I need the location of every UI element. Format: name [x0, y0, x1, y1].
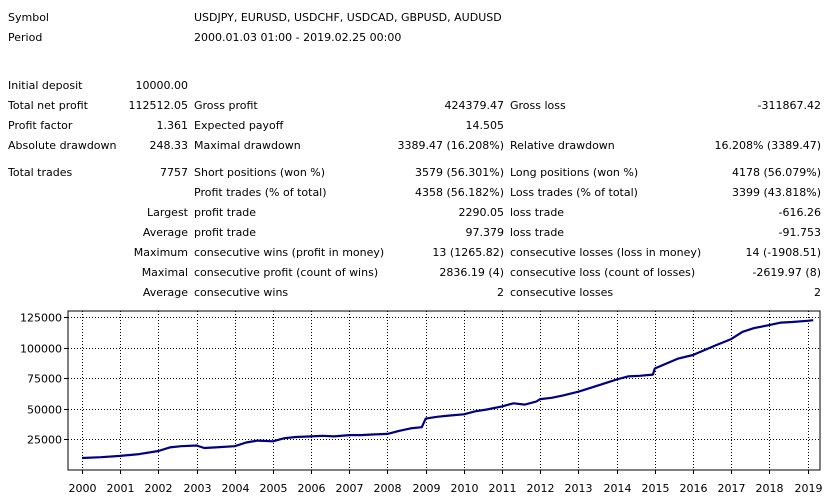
maximal-consec-loss-value: -2619.97 (8) [752, 266, 821, 279]
maximal-consec-profit-value: 2836.19 (4) [439, 266, 504, 279]
relative-drawdown-value: 16.208% (3389.47) [714, 139, 821, 152]
profit-factor-value: 1.361 [156, 119, 189, 132]
maximal-drawdown-value: 3389.47 (16.208%) [397, 139, 504, 152]
y-tick-label: 125000 [20, 312, 62, 325]
y-axis-ticks: 25000 50000 75000 100000 125000 [20, 312, 68, 447]
maximal-drawdown-label: Maximal drawdown [194, 139, 301, 152]
x-tick-label: 2015 [642, 482, 670, 495]
y-tick-label: 50000 [27, 404, 62, 417]
x-tick-label: 2006 [298, 482, 326, 495]
gross-profit-label: Gross profit [194, 99, 258, 112]
relative-drawdown-label: Relative drawdown [510, 139, 615, 152]
y-tick-label: 75000 [27, 373, 62, 386]
x-tick-label: 2014 [604, 482, 632, 495]
expected-payoff-label: Expected payoff [194, 119, 284, 132]
balance-chart: 25000 50000 75000 100000 125000 2000 2001 2002… [20, 310, 823, 495]
maximal-label: Maximal [141, 266, 188, 279]
x-axis-ticks: 2000 2001 2002 2003 2004 2005 2006 2007 2008 2009… [69, 470, 823, 495]
x-tick-label: 2001 [107, 482, 135, 495]
long-positions-value: 4178 (56.079%) [731, 166, 821, 179]
x-tick-label: 2012 [527, 482, 555, 495]
x-tick-label: 2010 [451, 482, 479, 495]
symbol-value: USDJPY, EURUSD, USDCHF, USDCAD, GBPUSD, … [194, 11, 502, 24]
max-consec-wins-value: 13 (1265.82) [432, 246, 504, 259]
x-tick-label: 2017 [718, 482, 746, 495]
balance-line [81, 319, 814, 460]
gross-loss-value: -311867.42 [757, 99, 821, 112]
average-profit-value: 97.379 [465, 226, 505, 239]
chart-grid [68, 311, 820, 470]
symbol-label: Symbol [8, 11, 49, 24]
absolute-drawdown-value: 248.33 [149, 139, 189, 152]
avg-consec-wins-value: 2 [497, 286, 504, 299]
x-tick-label: 2005 [260, 482, 288, 495]
total-net-profit-value: 112512.05 [128, 99, 189, 112]
total-net-profit-label: Total net profit [8, 99, 88, 112]
max-consec-losses-value: 14 (-1908.51) [745, 246, 821, 259]
y-tick-label: 100000 [20, 343, 62, 356]
x-tick-label: 2004 [222, 482, 250, 495]
x-tick-label: 2011 [489, 482, 517, 495]
largest-label: Largest [147, 206, 188, 219]
profit-trades-value: 4358 (56.182%) [414, 186, 504, 199]
initial-deposit-value: 10000.00 [135, 79, 189, 92]
gross-loss-label: Gross loss [510, 99, 566, 112]
gross-profit-value: 424379.47 [444, 99, 505, 112]
x-tick-label: 2013 [565, 482, 593, 495]
largest-loss-value: -616.26 [778, 206, 821, 219]
loss-trades-label: Loss trades (% of total) [510, 186, 638, 199]
max-consec-losses-label: consecutive losses (loss in money) [510, 246, 702, 259]
x-tick-label: 2019 [795, 482, 823, 495]
long-positions-label: Long positions (won %) [510, 166, 639, 179]
initial-deposit-label: Initial deposit [8, 79, 83, 92]
x-tick-label: 2008 [374, 482, 402, 495]
total-trades-value: 7757 [160, 166, 188, 179]
average-loss-value: -91.753 [778, 226, 821, 239]
avg-consec-losses-value: 2 [814, 286, 821, 299]
x-tick-label: 2000 [69, 482, 97, 495]
x-tick-label: 2009 [413, 482, 441, 495]
profit-factor-label: Profit factor [8, 119, 73, 132]
x-tick-label: 2016 [680, 482, 708, 495]
period-label: Period [8, 31, 43, 44]
period-value: 2000.01.03 01:00 - 2019.02.25 00:00 [194, 31, 402, 44]
maximum-label: Maximum [133, 246, 188, 259]
maximal-consec-profit-label: consecutive profit (count of wins) [194, 266, 379, 279]
loss-trades-value: 3399 (43.818%) [731, 186, 821, 199]
avg-consec-losses-label: consecutive losses [510, 286, 614, 299]
plot-frame [67, 310, 821, 471]
profit-trades-label: Profit trades (% of total) [194, 186, 327, 199]
average-profit-label: profit trade [194, 226, 257, 239]
x-tick-label: 2018 [756, 482, 784, 495]
x-tick-label: 2002 [145, 482, 173, 495]
average-consec-label: Average [142, 286, 188, 299]
average-label: Average [142, 226, 188, 239]
largest-loss-label: loss trade [510, 206, 565, 219]
average-loss-label: loss trade [510, 226, 565, 239]
y-tick-label: 25000 [27, 434, 62, 447]
maximal-consec-loss-label: consecutive loss (count of losses) [510, 266, 696, 279]
max-consec-wins-label: consecutive wins (profit in money) [194, 246, 385, 259]
short-positions-value: 3579 (56.301%) [414, 166, 504, 179]
largest-profit-label: profit trade [194, 206, 257, 219]
short-positions-label: Short positions (won %) [194, 166, 326, 179]
avg-consec-wins-label: consecutive wins [194, 286, 289, 299]
x-tick-label: 2007 [336, 482, 364, 495]
expected-payoff-value: 14.505 [465, 119, 505, 132]
absolute-drawdown-label: Absolute drawdown [8, 139, 117, 152]
largest-profit-value: 2290.05 [458, 206, 505, 219]
x-tick-label: 2003 [184, 482, 212, 495]
total-trades-label: Total trades [8, 166, 73, 179]
